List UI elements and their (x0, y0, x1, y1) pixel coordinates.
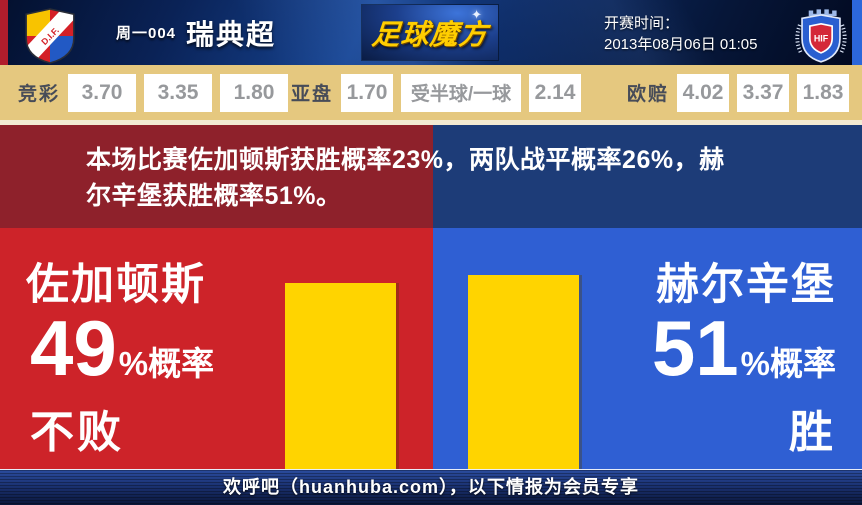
banner-blue-half (433, 125, 862, 228)
banner-red-half (0, 125, 433, 228)
away-percent-value: 51 (651, 304, 739, 392)
home-outcome: 不败 (30, 408, 124, 457)
footer-promo-text: 欢呼吧（huanhuba.com），以下情报为会员专享 (222, 477, 639, 497)
odds-value: 3.35 (144, 73, 213, 112)
svg-text:HIF: HIF (814, 34, 829, 44)
kickoff-label: 开赛时间： (604, 15, 680, 32)
home-percent-value: 49 (30, 304, 117, 392)
sparkle-icon: ✦ (471, 7, 482, 22)
header-bar: D.I.F. 周一004 瑞典超 ✦ 足球魔方 开赛时间： 2013年08月06… (0, 0, 862, 65)
site-logo-panel: ✦ 足球魔方 (362, 5, 498, 60)
footer-bar: 欢呼吧（huanhuba.com），以下情报为会员专享 (0, 469, 862, 505)
odds-label-yapan: 亚盘 (291, 84, 334, 105)
probability-summary: 本场比赛佐加顿斯获胜概率23%，两队战平概率26%，赫尔辛堡获胜概率51%。 (86, 146, 725, 210)
away-probability-bar (468, 275, 579, 469)
odds-bar: 竞彩 3.70 3.35 1.80 亚盘 1.70 受半球/一球 2.14 欧赔… (0, 65, 862, 120)
home-team-badge-icon: D.I.F. (24, 8, 76, 69)
odds-value: 3.70 (68, 73, 137, 112)
odds-label-oupei: 欧赔 (627, 84, 670, 105)
home-percent-row: 49 %概率 (30, 294, 214, 402)
odds-value: 2.14 (529, 73, 582, 112)
away-percent-row: 51 %概率 (652, 294, 836, 402)
left-red-edge (0, 0, 8, 65)
away-team-badge-icon: HIF (792, 6, 850, 69)
main-comparison-area: 佐加顿斯 49 %概率 不败 赫尔辛堡 51 %概率 胜 (0, 228, 862, 469)
site-logo: 足球魔方 (370, 18, 490, 50)
kickoff-time: 开赛时间： 2013年08月06日 01:05 (604, 13, 757, 55)
home-team-name: 佐加顿斯 (26, 261, 206, 309)
odds-handicap: 受半球/一球 (401, 73, 522, 112)
odds-group-yapan: 亚盘 1.70 受半球/一球 2.14 (291, 65, 582, 120)
home-probability-bar (285, 282, 396, 469)
match-code: 周一004 (116, 25, 177, 42)
away-outcome: 胜 (789, 408, 836, 457)
home-percent-suffix: %概率 (118, 345, 215, 382)
odds-group-jingcai: 竞彩 3.70 3.35 1.80 (18, 65, 289, 120)
away-percent-suffix: %概率 (740, 345, 836, 382)
odds-value: 1.80 (220, 73, 289, 112)
odds-value: 1.70 (341, 73, 394, 112)
league-name: 瑞典超 (186, 18, 277, 50)
away-team-name: 赫尔辛堡 (656, 261, 836, 309)
odds-label-jingcai: 竞彩 (18, 84, 61, 105)
odds-value: 1.83 (797, 73, 850, 112)
match-info: 周一004 瑞典超 (116, 0, 276, 65)
odds-value: 4.02 (677, 73, 730, 112)
probability-banner: 本场比赛佐加顿斯获胜概率23%，两队战平概率26%，赫尔辛堡获胜概率51%。 (0, 125, 862, 228)
separator-line (0, 120, 862, 125)
right-blue-edge (852, 0, 862, 65)
odds-value: 3.37 (737, 73, 790, 112)
odds-group-oupei: 欧赔 4.02 3.37 1.83 (627, 65, 850, 120)
kickoff-datetime: 2013年08月06日 01:05 (604, 36, 758, 53)
